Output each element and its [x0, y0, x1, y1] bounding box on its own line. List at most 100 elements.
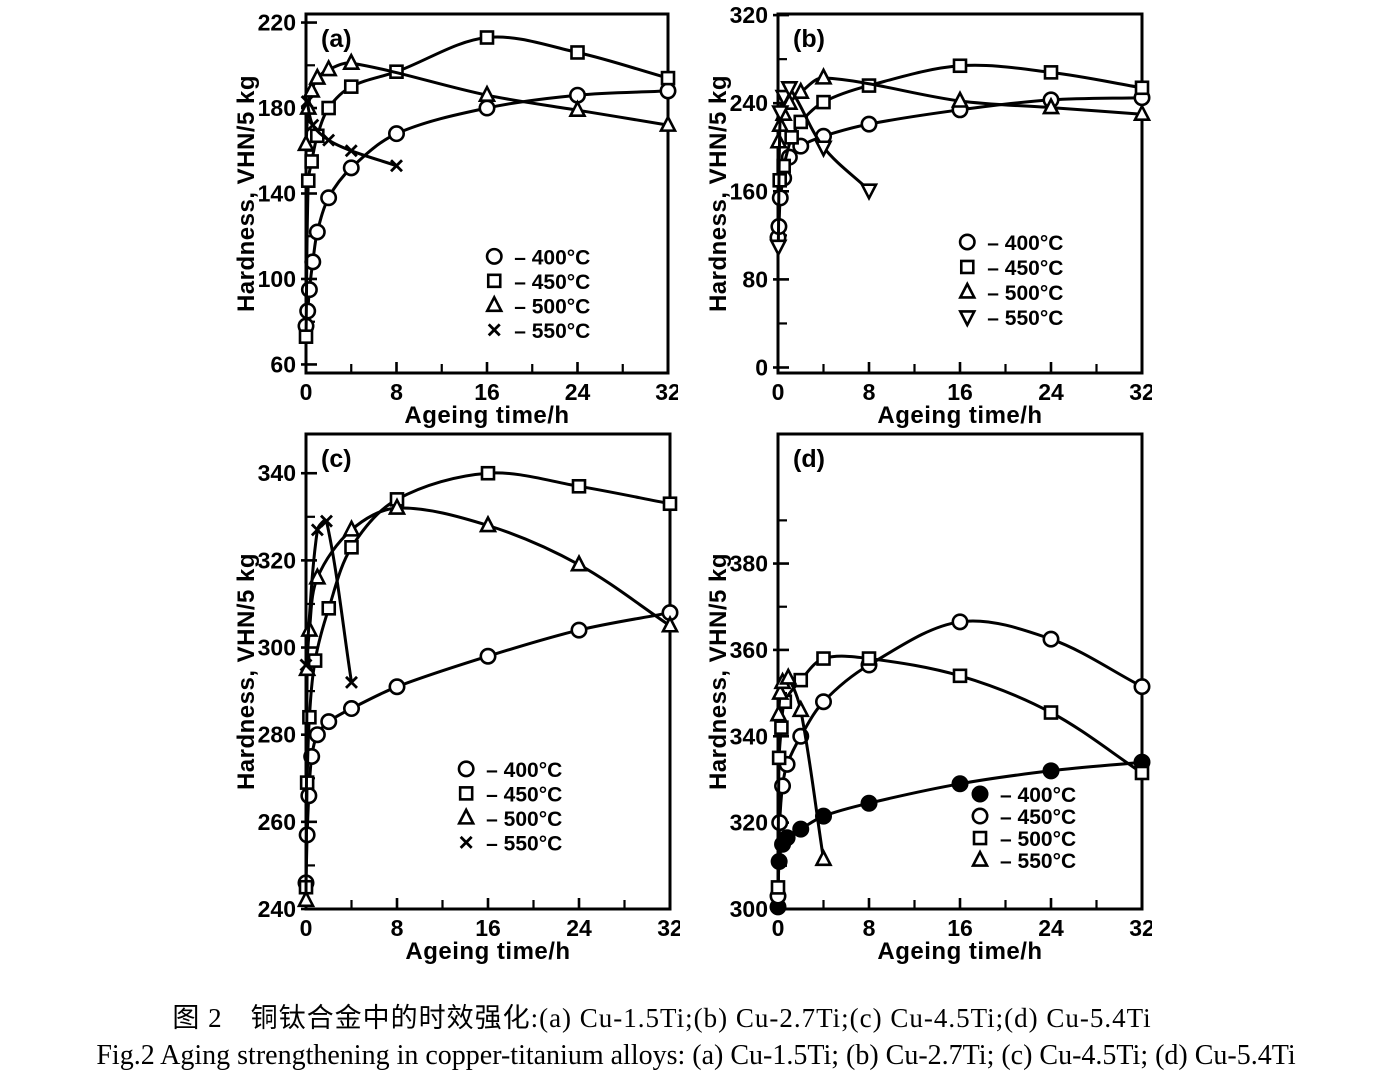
legend-label: – 550°C — [514, 320, 590, 343]
x-tick-label: 24 — [566, 915, 592, 941]
x-tick-label: 32 — [657, 915, 680, 941]
triangle-down-marker — [780, 80, 799, 99]
x-marker — [487, 323, 501, 337]
x-axis-title: Ageing time/h — [404, 402, 569, 428]
legend-item-450c: – 450°C — [971, 806, 1076, 829]
triangle-up-marker — [779, 667, 798, 685]
x-tick-label: 24 — [1038, 915, 1064, 941]
y-tick-label: 380 — [730, 551, 768, 577]
x-tick-label: 8 — [390, 379, 403, 405]
panel-letter: (c) — [321, 445, 352, 473]
circle-marker — [485, 247, 503, 265]
series-400c — [769, 753, 1151, 916]
y-tick-label: 320 — [730, 810, 768, 836]
circle-marker — [342, 159, 360, 177]
square-marker — [770, 880, 786, 895]
series-curve — [304, 518, 353, 683]
triangle-down-marker — [771, 105, 790, 123]
triangle-up-marker — [658, 114, 678, 132]
triangle-down-marker — [814, 140, 833, 159]
square-marker — [771, 750, 787, 766]
square-marker — [952, 668, 968, 684]
legend-item-550c: – 550°C — [970, 849, 1076, 873]
chart-panel-b: 0 8 16 24 32 0 80 160 240 320 (b) Ageing time/h Hard… — [700, 2, 1155, 429]
caption-chinese: 图 2 铜钛合金中的时效强化:(a) Cu-1.5Ti;(b) Cu-2.7Ti… — [172, 1003, 1152, 1033]
legend-label: – 500°C — [514, 295, 590, 318]
y-tick-label: 300 — [258, 635, 296, 661]
legend-item-450c: – 450°C — [458, 783, 562, 806]
y-tick-label: 260 — [258, 809, 296, 835]
square-marker — [861, 651, 877, 666]
square-marker — [784, 130, 799, 145]
x-axis-title: Ageing time/h — [877, 938, 1042, 964]
panel-letter: (a) — [321, 25, 352, 53]
legend-item-550c: – 550°C — [487, 320, 590, 343]
legend-label: – 550°C — [987, 307, 1063, 330]
circle-marker — [479, 647, 497, 665]
legend-item-500c: – 500°C — [457, 807, 562, 831]
legend: – 400°C– 450°C– 500°C– 550°C — [970, 784, 1076, 873]
square-marker — [343, 79, 359, 94]
figure-caption: 图 2 铜钛合金中的时效强化:(a) Cu-1.5Ti;(b) Cu-2.7Ti… — [0, 996, 1392, 1072]
square-marker — [1134, 80, 1150, 96]
x-axis: 0 8 16 24 32 — [772, 898, 1155, 941]
square-marker — [304, 154, 319, 169]
series-curve — [776, 96, 1143, 238]
x-marker — [306, 118, 320, 132]
square-marker — [1134, 765, 1150, 781]
square-marker — [458, 786, 474, 801]
circle-marker — [1042, 762, 1060, 780]
circle-marker — [860, 115, 878, 133]
series-curve — [776, 619, 1143, 897]
series-500c — [770, 651, 1150, 895]
x-tick-label: 32 — [1129, 915, 1152, 941]
circle-marker — [958, 233, 976, 251]
circle-marker — [971, 785, 989, 803]
y-tick-label: 240 — [258, 896, 296, 922]
legend-label: – 500°C — [1000, 828, 1076, 851]
legend: – 400°C– 450°C– 500°C– 550°C — [457, 759, 562, 855]
chart-panel-a: 0 8 16 24 32 60 100 140 180 220 (a) Ageing time/h Ha… — [228, 2, 681, 429]
square-marker — [321, 100, 336, 116]
circle-marker — [971, 807, 989, 825]
square-marker — [972, 830, 988, 846]
legend: – 400°C– 450°C– 500°C– 550°C — [958, 232, 1063, 330]
square-marker — [300, 173, 316, 188]
x-axis: 0 8 16 24 32 — [300, 362, 681, 405]
x-tick-label: 32 — [1129, 379, 1152, 405]
x-tick-label: 16 — [474, 379, 500, 405]
y-tick-label: 340 — [258, 460, 296, 486]
square-marker — [1043, 65, 1059, 80]
x-marker — [322, 133, 336, 147]
triangle-up-marker — [308, 67, 327, 85]
legend-label: – 500°C — [987, 282, 1063, 305]
circle-marker — [951, 775, 969, 793]
y-tick-label: 320 — [258, 547, 296, 573]
circle-marker — [478, 99, 496, 117]
y-tick-label: 80 — [742, 266, 768, 292]
triangle-up-marker — [319, 58, 338, 77]
legend-label: – 550°C — [486, 832, 562, 855]
y-tick-label: 340 — [730, 723, 768, 749]
triangle-up-marker — [814, 67, 833, 85]
square-marker — [1043, 705, 1059, 720]
y-axis-title: Hardness, VHN/5 kg — [233, 75, 260, 312]
square-marker — [302, 709, 317, 725]
legend-label: – 400°C — [514, 246, 590, 269]
square-marker — [298, 329, 314, 344]
y-axis: 60 100 140 180 220 — [258, 10, 317, 377]
triangle-up-marker — [1132, 103, 1152, 122]
x-axis-title: Ageing time/h — [405, 938, 570, 964]
circle-marker — [570, 621, 588, 639]
legend-label: – 450°C — [486, 783, 562, 806]
x-tick-label: 8 — [391, 915, 404, 941]
panel-letter: (d) — [793, 445, 825, 473]
chart-svg-d: 0 8 16 24 32 300 320 340 360 380 (d) Ageing time/h H… — [705, 432, 1155, 965]
legend-label: – 400°C — [987, 232, 1063, 255]
x-marker — [300, 95, 314, 109]
series-550c — [300, 95, 403, 173]
circle-marker — [1133, 678, 1151, 696]
circle-marker — [300, 281, 318, 299]
